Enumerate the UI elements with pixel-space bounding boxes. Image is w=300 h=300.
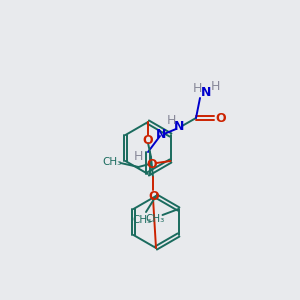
Text: H: H [166, 113, 176, 127]
Text: CH₃: CH₃ [145, 214, 164, 224]
Text: H: H [133, 149, 143, 163]
Text: H: H [192, 82, 202, 95]
Text: O: O [146, 158, 157, 172]
Text: CH₃: CH₃ [132, 215, 152, 225]
Text: O: O [149, 190, 159, 202]
Text: N: N [201, 85, 211, 98]
Text: N: N [174, 121, 184, 134]
Text: O: O [143, 134, 153, 148]
Text: CH₃: CH₃ [102, 157, 121, 167]
Text: N: N [156, 128, 166, 142]
Text: O: O [216, 112, 226, 124]
Text: H: H [210, 80, 220, 92]
